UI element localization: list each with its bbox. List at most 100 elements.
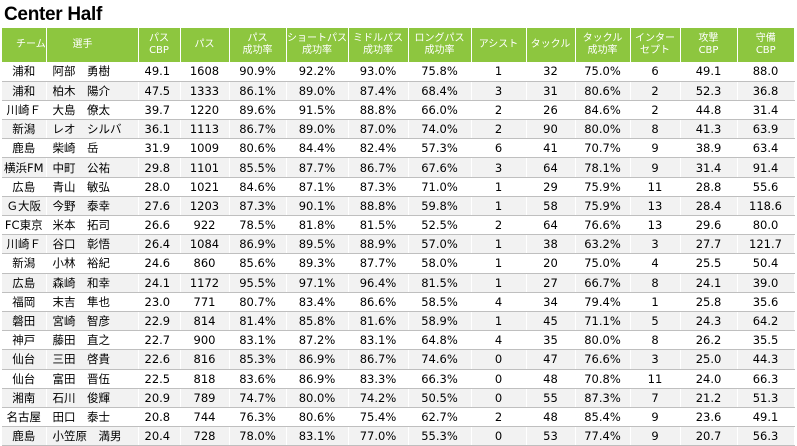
- table-row: 新潟 レオ シルバ 36.1 1113 86.7% 89.0% 87.0% 74.0% 2 90 8…: [2, 119, 795, 140]
- cell-attack-cbp: 29.6: [680, 215, 738, 236]
- cell-pass-cbp: 20.9: [138, 388, 181, 408]
- cell-intercept: 6: [630, 62, 681, 82]
- cell-intercept: 11: [630, 177, 681, 197]
- header-assist[interactable]: アシスト: [471, 28, 527, 62]
- cell-pass-success-rate: 95.5%: [229, 273, 287, 293]
- header-team[interactable]: チーム: [2, 28, 47, 62]
- cell-player: 小笠原 満男: [46, 426, 139, 446]
- table-body: 浦和 阿部 勇樹 49.1 1608 90.9% 92.2% 93.0% 75.8% 1 32 75…: [2, 62, 795, 446]
- cell-team: 浦和: [2, 62, 47, 82]
- cell-assist: 3: [471, 81, 527, 101]
- cell-short-pass-success-rate: 91.5%: [286, 100, 349, 121]
- cell-short-pass-success-rate: 81.8%: [286, 215, 349, 236]
- cell-middle-pass-success-rate: 75.4%: [348, 407, 409, 428]
- table-row: 神戸 藤田 直之 22.7 900 83.1% 87.2% 83.1% 64.8% 4 35 80.…: [2, 330, 795, 351]
- cell-attack-cbp: 38.9: [680, 138, 738, 159]
- cell-long-pass-success-rate: 58.5%: [408, 292, 472, 312]
- cell-tackle-success-rate: 70.7%: [575, 138, 631, 159]
- cell-pass: 814: [180, 311, 230, 332]
- cell-pass: 1220: [180, 100, 230, 121]
- page-title: Center Half: [4, 4, 103, 25]
- cell-long-pass-success-rate: 55.3%: [408, 426, 472, 446]
- cell-middle-pass-success-rate: 87.0%: [348, 119, 409, 140]
- cell-middle-pass-success-rate: 77.0%: [348, 426, 409, 446]
- cell-pass: 1203: [180, 196, 230, 217]
- cell-tackle-success-rate: 78.1%: [575, 157, 631, 178]
- header-pass-success-rate[interactable]: パス 成功率: [229, 28, 287, 62]
- cell-tackle-success-rate: 63.2%: [575, 234, 631, 255]
- cell-defense-cbp: 66.3: [737, 369, 795, 389]
- cell-pass-cbp: 23.0: [138, 292, 181, 312]
- header-label-line2: 成功率: [363, 45, 393, 56]
- table-row: 新潟 小林 裕紀 24.6 860 85.6% 89.3% 87.7% 58.0% 1 20 75.…: [2, 253, 795, 274]
- cell-tackle: 53: [526, 426, 576, 446]
- cell-intercept: 13: [630, 196, 681, 217]
- table-row: 浦和 阿部 勇樹 49.1 1608 90.9% 92.2% 93.0% 75.8% 1 32 75…: [2, 62, 795, 82]
- cell-short-pass-success-rate: 87.2%: [286, 330, 349, 351]
- cell-player: 森崎 和幸: [46, 273, 139, 293]
- cell-tackle-success-rate: 70.8%: [575, 369, 631, 389]
- table-row: Ｇ大阪 今野 泰幸 27.6 1203 87.3% 90.1% 88.8% 59.8% 1 58 7…: [2, 196, 795, 217]
- header-defense-cbp[interactable]: 守備 CBP: [737, 28, 794, 62]
- cell-middle-pass-success-rate: 83.3%: [348, 369, 409, 389]
- cell-tackle-success-rate: 77.4%: [575, 426, 631, 446]
- cell-tackle-success-rate: 75.9%: [575, 196, 631, 217]
- cell-defense-cbp: 118.6: [737, 196, 795, 217]
- cell-intercept: 2: [630, 100, 681, 121]
- cell-assist: 1: [471, 196, 527, 217]
- cell-long-pass-success-rate: 74.0%: [408, 119, 472, 140]
- cell-intercept: 3: [630, 349, 681, 370]
- header-tackle-success-rate[interactable]: タックル 成功率: [575, 28, 631, 62]
- cell-player: 小林 裕紀: [46, 253, 139, 274]
- cell-attack-cbp: 44.8: [680, 100, 738, 121]
- cell-tackle: 64: [526, 157, 576, 178]
- header-tackle[interactable]: タックル: [526, 28, 576, 62]
- cell-intercept: 9: [630, 407, 681, 428]
- cell-intercept: 1: [630, 292, 681, 312]
- cell-tackle: 34: [526, 292, 576, 312]
- header-long-pass-success-rate[interactable]: ロングパス 成功率: [408, 28, 472, 62]
- cell-pass-success-rate: 86.1%: [229, 81, 287, 101]
- header-attack-cbp[interactable]: 攻撃 CBP: [680, 28, 738, 62]
- cell-player: 三田 啓貴: [46, 349, 139, 370]
- header-middle-pass-success-rate[interactable]: ミドルパス 成功率: [348, 28, 409, 62]
- cell-middle-pass-success-rate: 87.4%: [348, 81, 409, 101]
- cell-long-pass-success-rate: 58.0%: [408, 253, 472, 274]
- cell-long-pass-success-rate: 50.5%: [408, 388, 472, 408]
- cell-defense-cbp: 64.2: [737, 311, 795, 332]
- table-row: 川崎Ｆ 谷口 彰悟 26.4 1084 86.9% 89.5% 88.9% 57.0% 1 38 6…: [2, 234, 795, 255]
- cell-team: 仙台: [2, 349, 47, 370]
- cell-tackle-success-rate: 66.7%: [575, 273, 631, 293]
- cell-pass: 922: [180, 215, 230, 236]
- cell-player: 藤田 直之: [46, 330, 139, 351]
- header-pass-cbp[interactable]: パス CBP: [138, 28, 181, 62]
- cell-player: 今野 泰幸: [46, 196, 139, 217]
- cell-pass: 771: [180, 292, 230, 312]
- cell-attack-cbp: 28.4: [680, 196, 738, 217]
- cell-short-pass-success-rate: 83.1%: [286, 426, 349, 446]
- cell-middle-pass-success-rate: 81.6%: [348, 311, 409, 332]
- header-intercept[interactable]: インター セプト: [630, 28, 681, 62]
- cell-attack-cbp: 31.4: [680, 157, 738, 178]
- cell-player: レオ シルバ: [46, 119, 139, 140]
- header-player[interactable]: 選手: [46, 28, 139, 62]
- table-row: 浦和 柏木 陽介 47.5 1333 86.1% 89.0% 87.4% 68.4% 3 31 80…: [2, 81, 795, 101]
- cell-pass-success-rate: 74.7%: [229, 388, 287, 408]
- cell-pass-cbp: 24.6: [138, 253, 181, 274]
- cell-long-pass-success-rate: 58.9%: [408, 311, 472, 332]
- cell-short-pass-success-rate: 87.7%: [286, 157, 349, 178]
- cell-pass-cbp: 49.1: [138, 62, 181, 82]
- cell-attack-cbp: 23.6: [680, 407, 738, 428]
- cell-attack-cbp: 49.1: [680, 62, 738, 82]
- header-pass[interactable]: パス: [180, 28, 230, 62]
- header-label-line1: インター: [635, 33, 675, 44]
- cell-middle-pass-success-rate: 82.4%: [348, 138, 409, 159]
- cell-player: 末吉 隼也: [46, 292, 139, 312]
- cell-pass: 789: [180, 388, 230, 408]
- cell-middle-pass-success-rate: 88.9%: [348, 234, 409, 255]
- cell-pass-success-rate: 84.6%: [229, 177, 287, 197]
- cell-player: 宮崎 智彦: [46, 311, 139, 332]
- header-short-pass-success-rate[interactable]: ショートパス 成功率: [286, 28, 349, 62]
- cell-long-pass-success-rate: 57.0%: [408, 234, 472, 255]
- cell-pass-cbp: 39.7: [138, 100, 181, 121]
